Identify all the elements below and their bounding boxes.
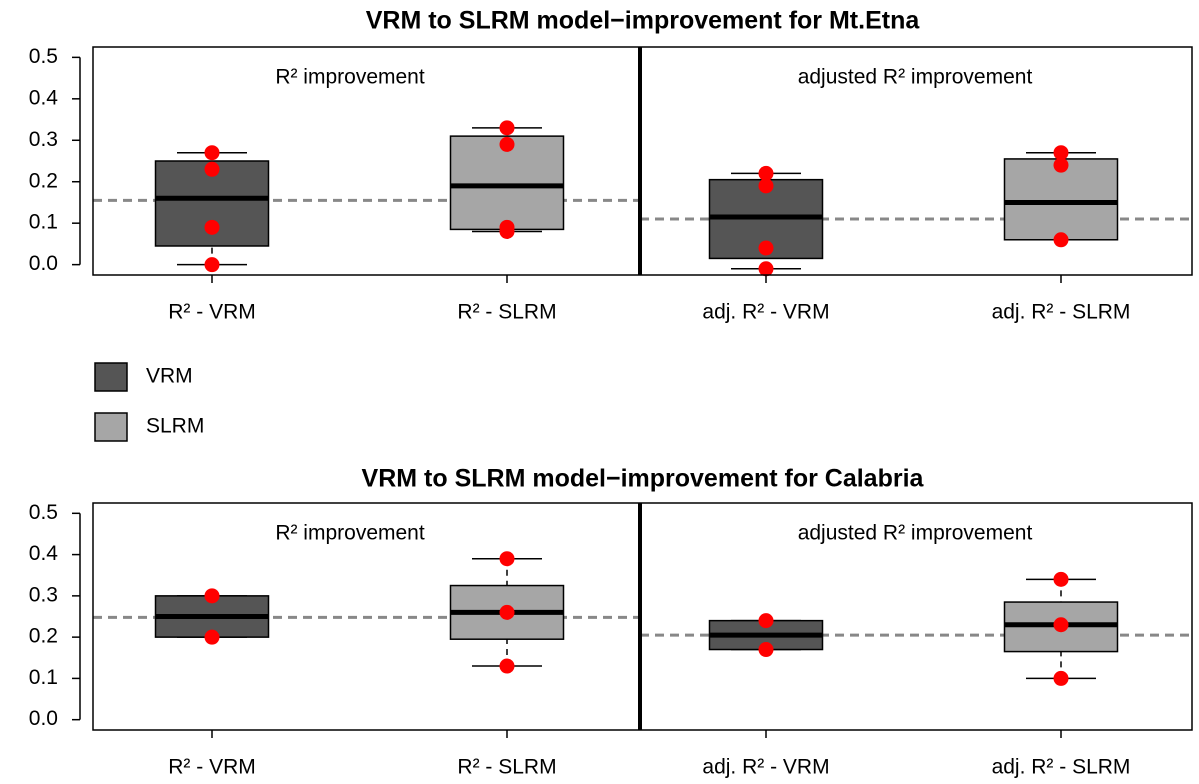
x-tick-label: R² - SLRM — [457, 756, 556, 779]
y-tick-label: 0.4 — [29, 542, 59, 565]
y-tick-label: 0.3 — [29, 128, 58, 151]
y-tick-label: 0.5 — [29, 501, 58, 524]
chart-title: VRM to SLRM model−improvement for Mt.Etn… — [366, 7, 921, 35]
y-tick-label: 0.2 — [29, 625, 58, 648]
panel-label: R² improvement — [275, 522, 425, 545]
data-point — [499, 604, 515, 620]
data-point — [499, 120, 515, 136]
legend-swatch — [94, 362, 128, 392]
y-tick-label: 0.3 — [29, 583, 58, 606]
chart-title: VRM to SLRM model−improvement for Calabr… — [362, 465, 925, 493]
data-point — [204, 588, 220, 604]
x-tick-label: R² - VRM — [168, 301, 256, 324]
x-tick-label: adj. R² - VRM — [702, 301, 829, 324]
data-point — [758, 613, 774, 629]
x-tick-label: R² - VRM — [168, 756, 256, 779]
y-tick-label: 0.5 — [29, 45, 58, 68]
x-tick-label: R² - SLRM — [457, 301, 556, 324]
y-tick-label: 0.1 — [29, 211, 58, 234]
data-point — [1053, 571, 1069, 587]
data-point — [499, 658, 515, 674]
data-point — [499, 136, 515, 152]
plot-frame — [92, 502, 1193, 731]
data-point — [204, 161, 220, 177]
data-point — [204, 145, 220, 161]
data-point — [1053, 232, 1069, 248]
y-tick-label: 0.2 — [29, 169, 58, 192]
data-point — [758, 642, 774, 658]
data-point — [1053, 617, 1069, 633]
data-point — [204, 257, 220, 273]
plot-frame — [92, 46, 1193, 276]
data-point — [758, 178, 774, 194]
y-tick-label: 0.0 — [29, 252, 58, 275]
y-tick-label: 0.4 — [29, 86, 59, 109]
panel-label: adjusted R² improvement — [798, 522, 1033, 545]
data-point — [499, 223, 515, 239]
data-point — [758, 240, 774, 256]
data-point — [499, 551, 515, 567]
x-tick-label: adj. R² - SLRM — [992, 756, 1131, 779]
y-tick-label: 0.0 — [29, 707, 58, 730]
data-point — [758, 165, 774, 181]
data-point — [204, 629, 220, 645]
x-tick-label: adj. R² - VRM — [702, 756, 829, 779]
data-point — [1053, 670, 1069, 686]
data-point — [1053, 157, 1069, 173]
y-tick-label: 0.1 — [29, 666, 58, 689]
legend-label: SLRM — [146, 415, 204, 438]
panel-label: R² improvement — [275, 66, 425, 89]
legend-label: VRM — [146, 365, 193, 388]
legend-swatch — [94, 412, 128, 442]
data-point — [758, 261, 774, 277]
data-point — [204, 219, 220, 235]
data-point — [1053, 145, 1069, 161]
x-tick-label: adj. R² - SLRM — [992, 301, 1131, 324]
panel-label: adjusted R² improvement — [798, 66, 1033, 89]
